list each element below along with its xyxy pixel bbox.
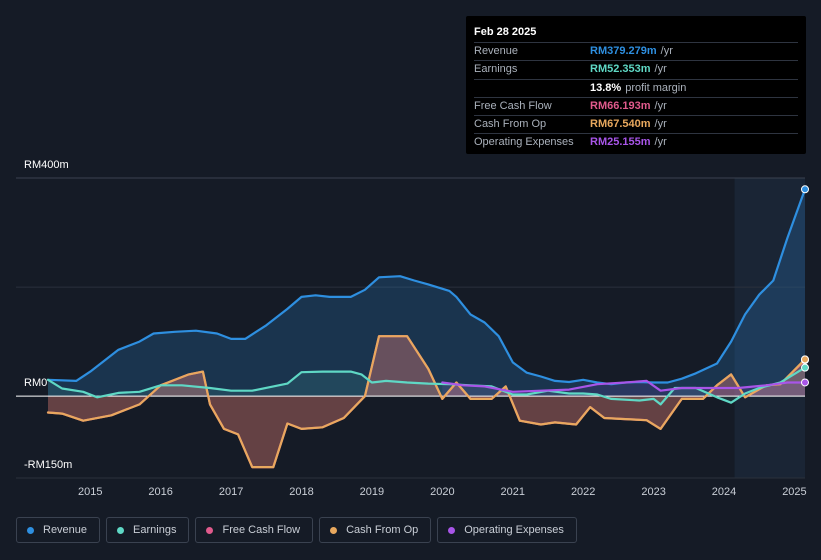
tooltip-panel: Feb 28 2025 Revenue RM379.279m/yr Earnings… xyxy=(466,16,806,154)
cash-from-op-area xyxy=(48,336,805,468)
tooltip-row-value: RM67.540m xyxy=(590,118,651,131)
tooltip-row-value: RM379.279m xyxy=(590,45,657,57)
x-tick-label: 2021 xyxy=(501,486,525,498)
cash-from-op-line xyxy=(46,335,807,469)
tooltip-row: Revenue RM379.279m/yr xyxy=(474,43,798,62)
legend-label: Revenue xyxy=(43,524,88,536)
cash-from-op-end-marker xyxy=(801,355,809,364)
tooltip-row-value: 13.8% xyxy=(590,81,622,94)
operating-expenses-end-marker xyxy=(801,378,809,387)
tooltip-row: 13.8% profit margin xyxy=(474,80,798,98)
tooltip-row-label: Earnings xyxy=(474,63,518,76)
legend-item-free-cash-flow[interactable]: Free Cash Flow xyxy=(195,517,314,543)
legend-dot-icon xyxy=(330,526,338,534)
tooltip-row-value: RM52.353m xyxy=(590,63,651,76)
tooltip-row: Operating Expenses RM25.155m/yr xyxy=(474,134,798,151)
tooltip-date: Feb 28 2025 xyxy=(474,24,798,43)
legend-item-operating-expenses[interactable]: Operating Expenses xyxy=(437,517,577,543)
x-tick-label: 2025 xyxy=(782,486,806,498)
legend-label: Operating Expenses xyxy=(464,524,564,536)
legend-item-revenue[interactable]: Revenue xyxy=(16,517,101,543)
legend-label: Earnings xyxy=(133,524,177,536)
revenue-area xyxy=(48,189,805,397)
earnings-area xyxy=(48,367,805,405)
operating-expenses-line xyxy=(441,379,807,393)
tooltip-row-unit: /yr xyxy=(654,136,667,149)
tooltip-row-label: Cash From Op xyxy=(474,118,547,131)
tooltip-row-label xyxy=(474,80,590,97)
legend-dot-icon xyxy=(27,526,34,534)
tooltip-row-unit: /yr xyxy=(654,118,667,131)
x-tick-label: 2022 xyxy=(571,486,595,498)
tooltip-row: Cash From Op RM67.540m/yr xyxy=(474,116,798,135)
tooltip-row: Earnings RM52.353m/yr xyxy=(474,61,798,80)
legend-dot-icon xyxy=(448,526,456,534)
tooltip-rows: Revenue RM379.279m/yr Earnings RM52.353m/yr… xyxy=(474,43,798,152)
legend-dot-icon xyxy=(117,526,125,534)
x-tick-label: 2020 xyxy=(430,486,454,498)
x-tick-label: 2017 xyxy=(219,486,243,498)
x-tick-label: 2015 xyxy=(78,486,102,498)
tooltip-row-value: RM25.155m xyxy=(590,136,651,149)
tooltip-row-unit: /yr xyxy=(660,45,673,57)
tooltip-row-label: Operating Expenses xyxy=(474,136,574,149)
tooltip-row-label: Free Cash Flow xyxy=(474,99,552,112)
earnings-end-marker xyxy=(801,363,809,372)
legend-item-cash-from-op[interactable]: Cash From Op xyxy=(319,517,432,543)
tooltip-row-unit: /yr xyxy=(654,63,667,76)
legend-label: Free Cash Flow xyxy=(222,524,301,536)
legend-label: Cash From Op xyxy=(346,524,419,536)
y-label-bottom: -RM150m xyxy=(24,459,73,471)
x-tick-label: 2024 xyxy=(712,486,736,498)
x-tick-label: 2018 xyxy=(289,486,313,498)
tooltip-row-label: Revenue xyxy=(474,45,519,57)
tooltip-row-unit: /yr xyxy=(654,99,667,112)
revenue-line xyxy=(46,188,807,386)
revenue-end-marker xyxy=(801,185,809,194)
x-tick-label: 2019 xyxy=(360,486,384,498)
legend-item-earnings[interactable]: Earnings xyxy=(106,517,190,543)
tooltip-row: Free Cash Flow RM66.193m/yr xyxy=(474,98,798,117)
y-label-zero: RM0 xyxy=(24,377,48,389)
free-cash-flow-area xyxy=(48,336,805,468)
x-tick-label: 2023 xyxy=(641,486,665,498)
tooltip-row-value: RM66.193m xyxy=(590,99,651,112)
y-label-top: RM400m xyxy=(24,159,69,171)
tooltip-row-unit: profit margin xyxy=(625,81,687,94)
forecast-shade xyxy=(734,178,805,478)
x-tick-label: 2016 xyxy=(148,486,172,498)
legend-dot-icon xyxy=(206,526,214,534)
legend: Revenue Earnings Free Cash Flow Cash From O… xyxy=(16,517,577,543)
